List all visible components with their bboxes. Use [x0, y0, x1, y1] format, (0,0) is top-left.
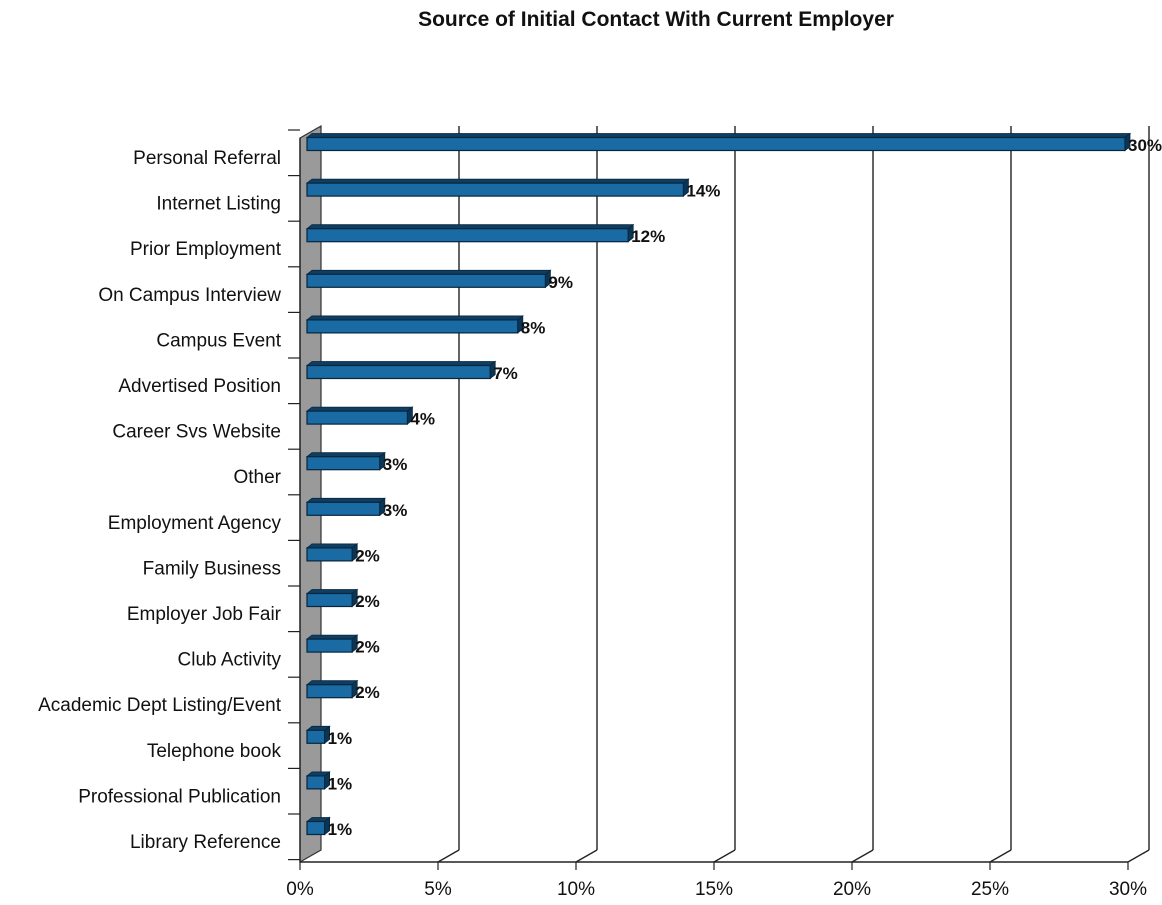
bar-end — [545, 269, 551, 289]
chart-title: Source of Initial Contact With Current E… — [418, 8, 894, 31]
data-label: 3% — [383, 455, 408, 474]
bar — [306, 136, 1126, 152]
data-label: 2% — [355, 546, 380, 565]
bar-end — [351, 679, 358, 699]
bar — [306, 228, 629, 243]
x-tick-label: 0% — [286, 879, 314, 900]
gridline-floor — [989, 849, 1012, 863]
gridline-floor — [851, 849, 874, 863]
bar-end — [351, 588, 358, 608]
bar-top — [305, 133, 1132, 138]
bar — [306, 684, 353, 699]
category-label: Academic Dept Listing/Event — [38, 695, 282, 716]
gridline-floor — [1127, 849, 1150, 863]
category-label: On Campus Interview — [98, 285, 281, 306]
data-label: 2% — [355, 592, 380, 611]
bar — [306, 547, 353, 562]
category-label: Advertised Position — [118, 376, 281, 397]
x-tick-label: 15% — [695, 879, 733, 900]
data-label: 2% — [355, 638, 380, 657]
bar — [306, 319, 519, 334]
bar — [306, 638, 353, 653]
bar-end — [489, 360, 496, 380]
bar-top — [305, 315, 524, 321]
bar-end — [324, 771, 331, 790]
gridline-floor — [437, 849, 460, 863]
bar-end — [517, 315, 524, 334]
data-label: 12% — [631, 227, 665, 246]
bar-top — [305, 178, 690, 184]
gridline-floor — [713, 849, 736, 863]
data-label: 2% — [355, 683, 380, 702]
data-label: 14% — [686, 182, 720, 201]
bar — [306, 410, 409, 425]
bar — [306, 820, 326, 836]
bar — [306, 592, 353, 608]
category-label: Employment Agency — [108, 513, 282, 534]
bar-end — [683, 178, 689, 197]
bar — [306, 729, 326, 744]
category-label: Prior Employment — [130, 239, 282, 260]
bar-end — [324, 816, 331, 836]
category-label: Club Activity — [178, 650, 282, 671]
data-label: 9% — [548, 273, 573, 292]
category-label: Campus Event — [156, 330, 281, 351]
bar-top — [305, 224, 635, 230]
category-label: Personal Referral — [133, 148, 281, 169]
category-label: Career Svs Website — [112, 422, 281, 443]
category-label: Other — [233, 467, 281, 488]
x-tick-label: 30% — [1109, 879, 1147, 900]
bar-end — [406, 406, 413, 425]
category-label: Telephone book — [147, 741, 282, 762]
bar-top — [305, 269, 552, 275]
bar-end — [351, 634, 358, 653]
bar — [306, 273, 546, 288]
data-label: 1% — [328, 774, 353, 793]
data-label: 1% — [328, 729, 353, 748]
data-label: 1% — [328, 820, 353, 839]
x-tick-label: 20% — [833, 879, 871, 900]
bar — [306, 182, 684, 197]
bar — [306, 775, 326, 790]
bar-end — [1124, 132, 1131, 152]
x-tick-label: 5% — [424, 879, 452, 900]
data-label: 30% — [1128, 136, 1162, 155]
category-label: Employer Job Fair — [127, 604, 282, 625]
bar-end — [379, 497, 386, 517]
bar — [306, 456, 381, 471]
bar-end — [379, 451, 386, 471]
gridline-floor — [575, 849, 598, 863]
bar-top — [305, 406, 414, 412]
bar — [306, 364, 491, 380]
data-label: 4% — [410, 410, 435, 429]
bar-end — [324, 725, 331, 745]
data-label: 3% — [383, 501, 408, 520]
bar-top — [305, 497, 386, 503]
category-label: Internet Listing — [156, 194, 281, 215]
category-label: Professional Publication — [78, 786, 281, 807]
category-label: Family Business — [143, 558, 281, 579]
x-tick-label: 25% — [971, 879, 1009, 900]
bar-top — [305, 361, 497, 366]
data-label: 8% — [521, 318, 546, 337]
bar-end — [627, 223, 634, 243]
data-label: 7% — [493, 364, 518, 383]
bar — [306, 501, 381, 516]
x-tick-label: 10% — [557, 879, 595, 900]
bar-top — [305, 452, 386, 458]
bar-end — [351, 543, 358, 562]
category-label: Library Reference — [130, 832, 281, 853]
